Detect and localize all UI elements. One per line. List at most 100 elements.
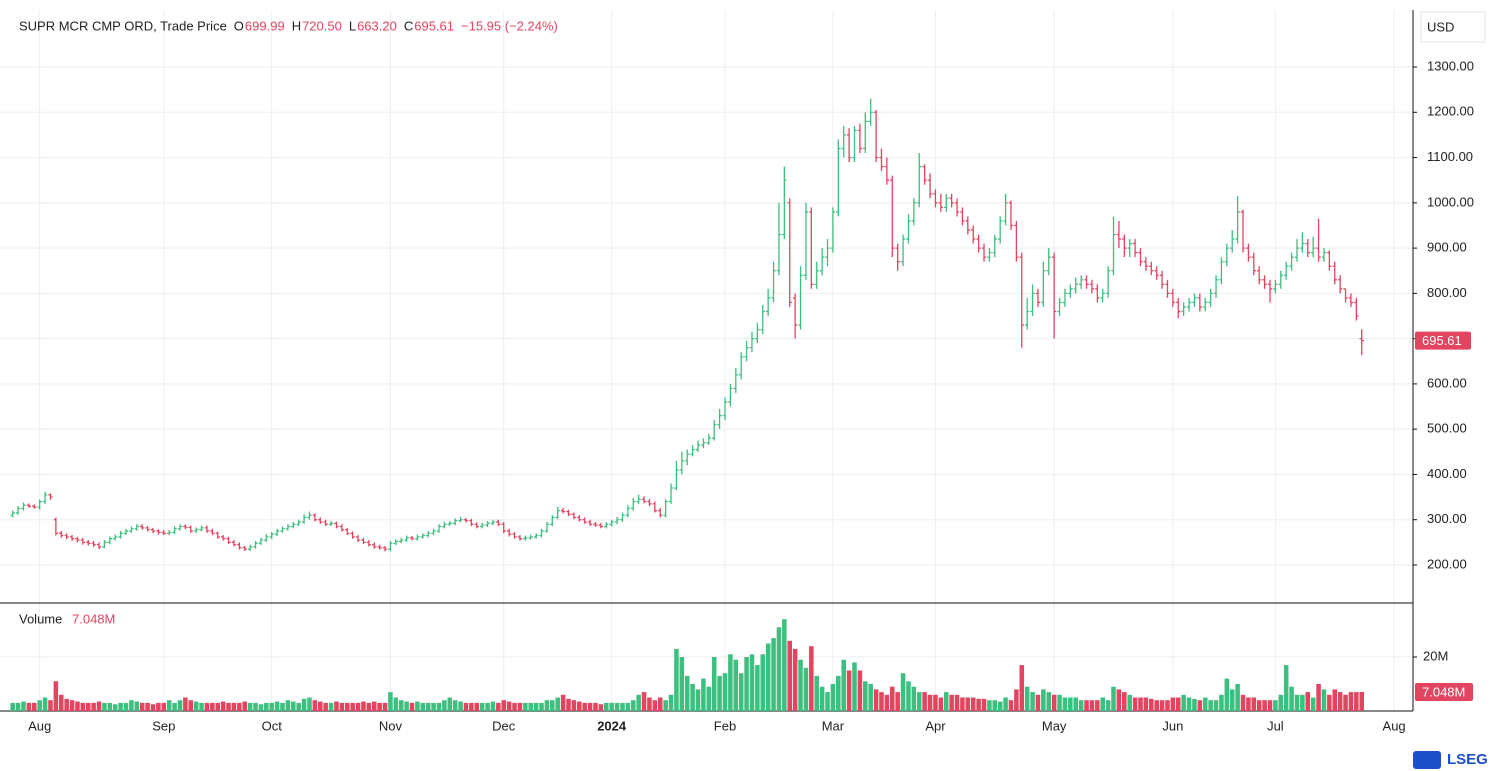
ohlc-bar (1003, 193, 1008, 226)
ohlc-bar (1057, 297, 1062, 317)
ohlc-bar (1359, 329, 1364, 356)
ohlc-bar (728, 383, 733, 407)
volume-bar (501, 700, 507, 711)
ohlc-bar (53, 517, 59, 536)
volume-bar (906, 681, 911, 711)
volume-bar (280, 702, 285, 711)
y-tick-label: 1000.00 (1427, 194, 1474, 209)
ohlc-bar (1267, 279, 1273, 303)
ohlc-bar (663, 499, 668, 518)
ohlc-bar (830, 207, 836, 253)
last-price-badge (1415, 331, 1471, 350)
volume-bar (1127, 694, 1132, 711)
ohlc-bar (922, 164, 927, 185)
ohlc-bar (766, 288, 771, 317)
volume-bar (620, 702, 625, 711)
y-tick-label: 900.00 (1427, 240, 1467, 255)
volume-bar (760, 654, 766, 711)
volume-bar (927, 694, 933, 711)
volume-bar (452, 700, 458, 711)
ohlc-bar (156, 529, 161, 535)
volume-bar (85, 702, 91, 711)
ohlc-bar (1230, 229, 1235, 253)
ohlc-bar (107, 536, 112, 545)
y-tick-label: 20M (1423, 648, 1448, 663)
ohlc-bar (587, 519, 593, 527)
last-price-label: 695.61 (1422, 333, 1462, 348)
volume-bar (1149, 698, 1154, 711)
ohlc-bar (1181, 302, 1186, 317)
volume-bar (26, 702, 32, 711)
volume-bar (787, 640, 793, 711)
volume-bar (220, 701, 226, 711)
ohlc-bar (836, 139, 841, 217)
volume-bar (285, 700, 291, 711)
ohlc-bar (685, 449, 690, 466)
ohlc-bar (113, 534, 118, 541)
volume-bar (1310, 697, 1316, 711)
x-tick-label: Aug (1383, 718, 1406, 733)
volume-bar (366, 702, 372, 711)
volume-bar (1321, 689, 1327, 711)
ohlc-bar (1095, 284, 1100, 303)
ohlc-bar (981, 243, 987, 262)
volume-bar (636, 694, 641, 711)
ohlc-bar (372, 542, 377, 549)
volume-bar (1165, 700, 1170, 711)
x-tick-label: Nov (379, 718, 403, 733)
volume-bar (139, 702, 145, 711)
ohlc-bar (1262, 275, 1267, 289)
volume-bar (231, 702, 237, 711)
ohlc-bar (145, 526, 150, 532)
ohlc-bar (965, 216, 970, 235)
volume-bar (323, 702, 328, 711)
ohlc-bar (593, 521, 598, 527)
ohlc-bar (809, 207, 814, 289)
ohlc-bar (555, 507, 560, 520)
volume-bar (409, 702, 415, 711)
ohlc-bar (1122, 234, 1127, 258)
y-tick-label: 300.00 (1427, 511, 1467, 526)
x-tick-label: Oct (262, 718, 283, 733)
volume-bar (107, 702, 113, 711)
volume-bar (1111, 686, 1116, 711)
ohlc-bar (215, 531, 220, 539)
volume-bar (129, 700, 134, 711)
ohlc-bar (91, 540, 96, 547)
volume-bar (803, 667, 809, 711)
volume-bar (210, 702, 215, 711)
ohlc-bar (361, 537, 366, 545)
volume-bar (32, 702, 37, 711)
volume-bar (701, 678, 706, 711)
legend-value: 663.20 (357, 18, 397, 33)
ohlc-bar (334, 521, 339, 529)
ohlc-bar (350, 531, 355, 539)
ohlc-bar (188, 525, 193, 533)
volume-bar (1251, 697, 1257, 711)
ohlc-bar (96, 542, 102, 550)
ohlc-bar (609, 519, 614, 527)
volume-bar (506, 701, 512, 711)
volume-bar (647, 697, 652, 711)
y-tick-label: 1300.00 (1427, 58, 1474, 73)
volume-bar (992, 700, 998, 711)
ohlc-bar (1186, 297, 1192, 312)
ohlc-bar (873, 110, 879, 163)
ohlc-bar (447, 521, 452, 527)
volume-bar (873, 689, 879, 711)
volume-bar (657, 697, 663, 711)
ohlc-bar (318, 517, 323, 524)
chart-title: SUPR MCR CMP ORD, Trade Price (19, 18, 227, 33)
ohlc-bar (134, 524, 139, 531)
ohlc-bar (722, 397, 728, 421)
volume-bar (614, 702, 620, 711)
volume-bar (852, 662, 857, 711)
ohlc-bar (501, 521, 506, 534)
ohlc-bar (792, 293, 798, 339)
ohlc-bar (706, 433, 711, 446)
ohlc-bar (80, 537, 86, 545)
ohlc-bar (150, 527, 156, 534)
ohlc-bar (1343, 288, 1348, 303)
volume-bar (371, 701, 377, 711)
volume-bar (1224, 678, 1230, 711)
